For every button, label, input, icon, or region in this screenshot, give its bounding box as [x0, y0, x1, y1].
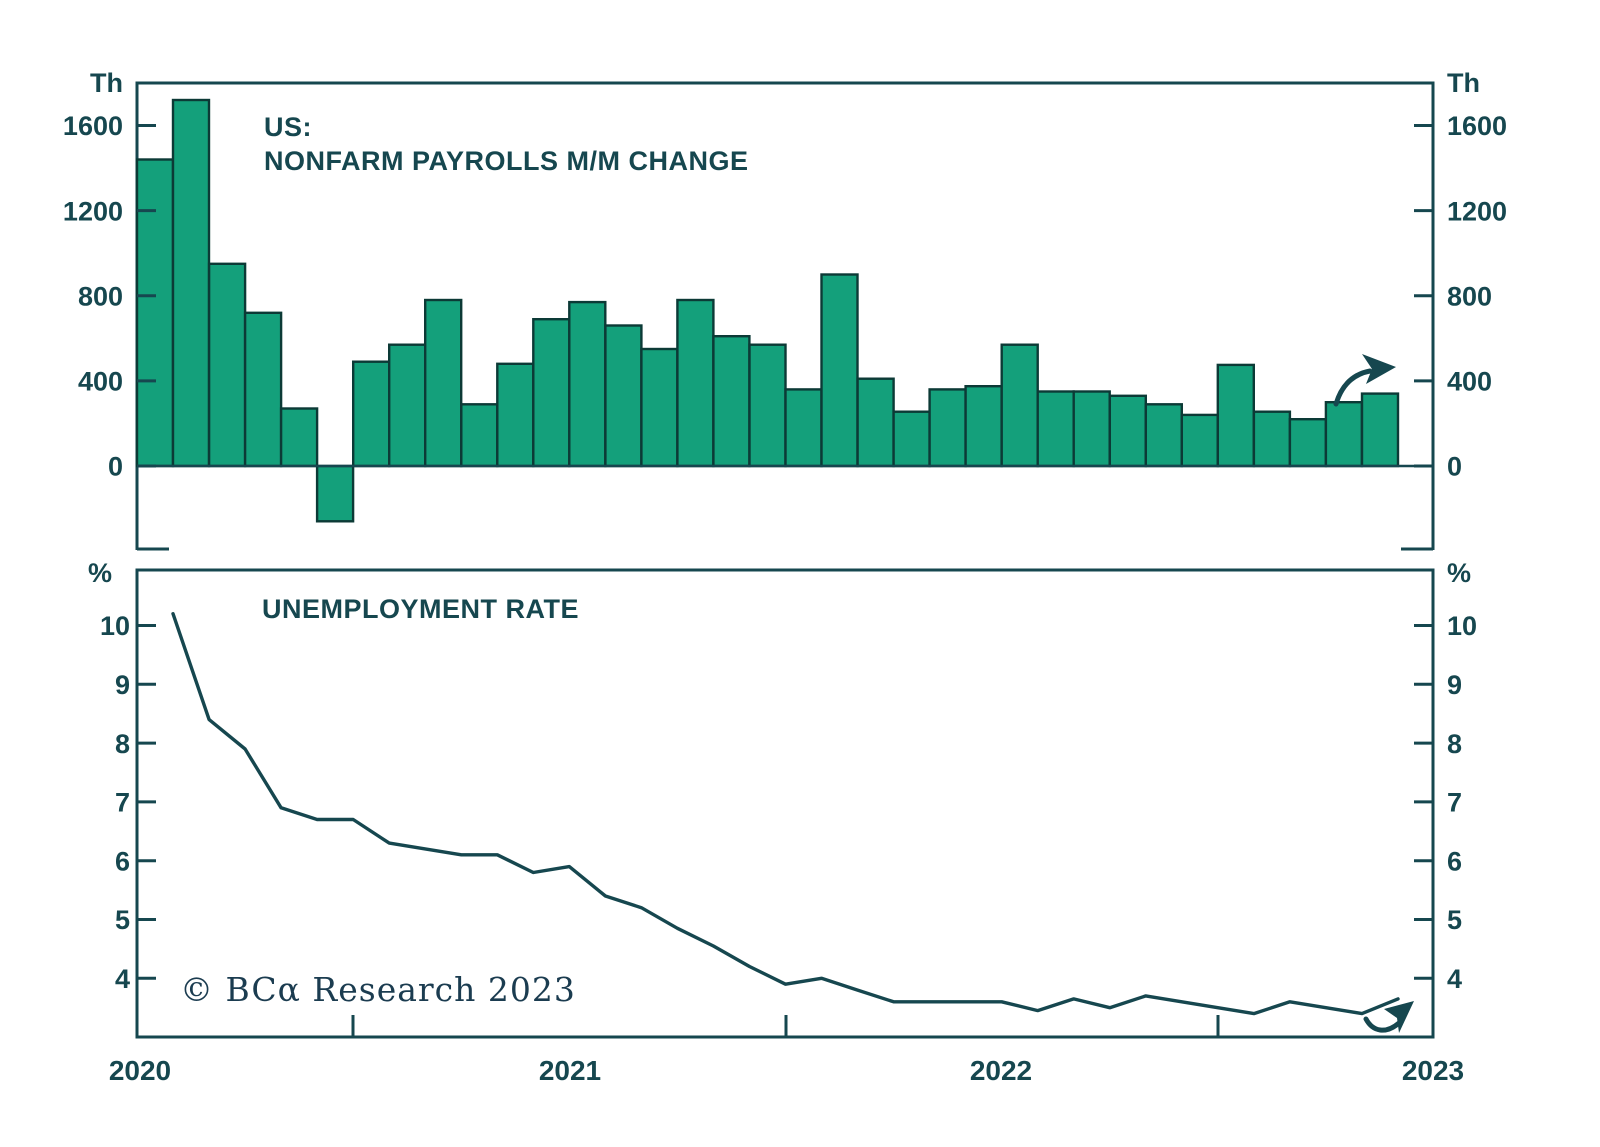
arrow-head-icon [1384, 1001, 1414, 1033]
payrolls-bar [171, 98, 211, 468]
unemployment-title: UNEMPLOYMENT RATE [262, 594, 579, 624]
payrolls-bar [604, 324, 643, 468]
payrolls-bar [279, 407, 319, 468]
y-tick-label-left: 10 [100, 611, 130, 641]
payrolls-bar [964, 385, 1003, 468]
y-tick-label-left: 800 [78, 281, 123, 311]
y-tick-label-right: 1200 [1447, 196, 1507, 226]
payrolls-unit-label-left: Th [90, 68, 123, 98]
year-label: 2022 [970, 1055, 1032, 1086]
payrolls-bar [315, 464, 355, 523]
unemployment-unit-label-left: % [88, 558, 112, 588]
arrow-head-icon [1362, 354, 1396, 384]
payrolls-bar [1072, 390, 1111, 468]
y-tick-label-left: 1200 [63, 196, 123, 226]
y-tick-label-right: 6 [1447, 846, 1462, 876]
unemployment-unit-label-right: % [1447, 558, 1471, 588]
y-tick-label-right: 5 [1447, 905, 1462, 935]
payrolls-bar [496, 362, 535, 468]
payrolls-bar [388, 343, 427, 468]
payrolls-bar [712, 335, 751, 468]
year-label: 2021 [539, 1055, 601, 1086]
payrolls-bar [1000, 343, 1039, 468]
payrolls-bar [1360, 392, 1400, 468]
y-tick-label-left: 6 [115, 846, 130, 876]
payrolls-bar [1288, 418, 1328, 468]
payrolls-bar [640, 347, 679, 468]
unemployment-y-ticks: 10 10 9 9 8 8 7 7 6 6 5 5 4 4 [100, 611, 1477, 994]
payrolls-bar [1108, 394, 1148, 468]
payrolls-bar [135, 158, 175, 468]
payrolls-bar [460, 403, 499, 468]
payrolls-unit-label-right: Th [1447, 68, 1480, 98]
payrolls-bar [532, 318, 571, 468]
year-label: 2023 [1402, 1055, 1464, 1086]
unemployment-panel: 10 10 9 9 8 8 7 7 6 6 5 5 4 4 % % UNEMPLOYMENT RATE ©… [88, 558, 1477, 1086]
y-tick-label-right: 10 [1447, 611, 1477, 641]
y-tick-label-right: 7 [1447, 788, 1462, 818]
x-axis-year-labels: 2020 2021 2022 2023 [109, 1055, 1464, 1086]
y-tick-label-left: 9 [115, 670, 130, 700]
arrow-curve [1363, 1016, 1402, 1033]
y-tick-label-right: 800 [1447, 281, 1492, 311]
payrolls-bar [820, 273, 859, 468]
y-tick-label-right: 400 [1447, 367, 1492, 397]
unemployment-frame [135, 568, 1435, 1039]
copyright-credit: © BCα Research 2023 [180, 970, 576, 1009]
payrolls-bar [676, 298, 715, 468]
payrolls-bar [207, 262, 247, 468]
payrolls-bar [1180, 413, 1220, 468]
payrolls-bar [748, 343, 787, 468]
unemployment-latest-arrow [1363, 1001, 1414, 1033]
payrolls-bar [856, 377, 895, 468]
y-tick-label-right: 1600 [1447, 111, 1507, 141]
unemployment-halfyear-ticks [351, 1015, 1220, 1037]
y-tick-label-left: 4 [115, 964, 130, 994]
y-tick-label-left: 5 [115, 905, 130, 935]
payrolls-bar [424, 298, 463, 468]
payrolls-y-ticks: 1600 1600 1200 1200 800 800 400 400 0 0 [63, 111, 1507, 482]
payrolls-bar [1252, 410, 1292, 468]
payrolls-title-line1: US: [264, 112, 312, 142]
payrolls-bar [1144, 403, 1184, 468]
payrolls-latest-arrow [1333, 354, 1396, 407]
y-tick-label-left: 400 [78, 367, 123, 397]
y-tick-label-left: 8 [115, 729, 130, 759]
payrolls-bar [892, 410, 931, 468]
payrolls-bar [1324, 401, 1364, 468]
payrolls-bars [135, 98, 1400, 523]
payrolls-bar [243, 311, 283, 468]
y-tick-label-left: 0 [108, 452, 123, 482]
payrolls-bar [568, 300, 607, 468]
y-tick-label-left: 1600 [63, 111, 123, 141]
unemployment-line [171, 612, 1400, 1016]
year-label: 2020 [109, 1055, 171, 1086]
payrolls-bar [1036, 390, 1075, 468]
y-tick-label-right: 4 [1447, 964, 1462, 994]
payrolls-bar [784, 388, 823, 468]
payrolls-panel: 1600 1600 1200 1200 800 800 400 400 0 0 Th Th US:… [63, 68, 1507, 551]
payrolls-bar [1216, 363, 1256, 468]
arrow-curve [1333, 368, 1373, 407]
y-tick-label-right: 8 [1447, 729, 1462, 759]
y-tick-label-right: 9 [1447, 670, 1462, 700]
payrolls-bar [352, 360, 391, 468]
y-tick-label-left: 7 [115, 788, 130, 818]
payrolls-bar [928, 388, 967, 468]
y-tick-label-right: 0 [1447, 452, 1462, 482]
payrolls-title-line2: NONFARM PAYROLLS M/M CHANGE [264, 146, 749, 176]
